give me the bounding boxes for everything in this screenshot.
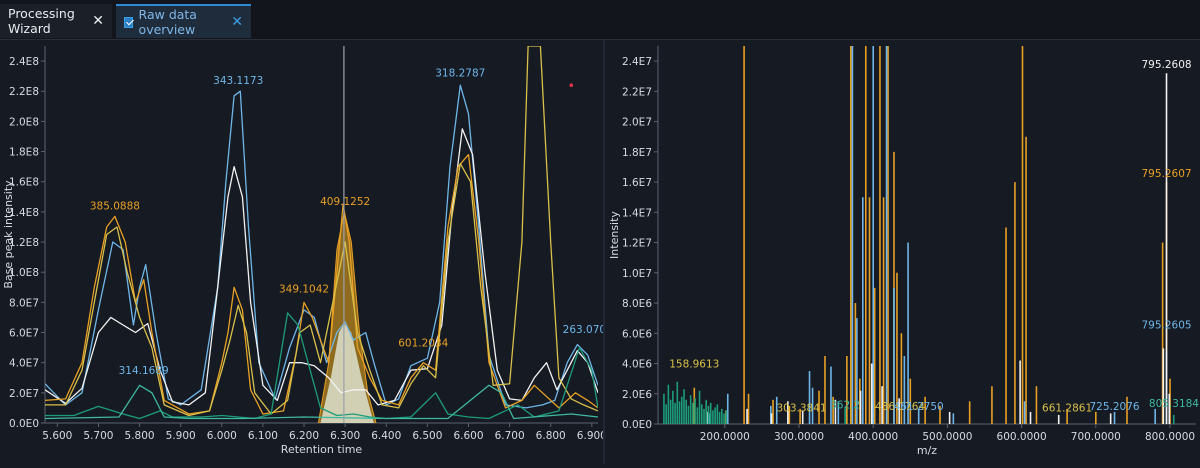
x-tick-label: 6.500 [412, 430, 442, 442]
close-icon[interactable]: ✕ [231, 14, 243, 30]
mz-label: 303.3841 [776, 402, 826, 414]
mz-label: 436.1764 [875, 401, 925, 413]
x-tick-label: 6.400 [371, 430, 401, 442]
x-axis-label: Retention time [281, 443, 363, 456]
y-tick-label: 1.6E7 [622, 177, 652, 189]
x-tick-label: 6.000 [207, 430, 237, 442]
x-tick-label: 5.600 [42, 430, 72, 442]
chromatogram-trace-teal [45, 312, 598, 420]
y-axis-label: Intensity [608, 211, 621, 259]
mass-spectrum-chart[interactable]: 0.0E0 2.0E6 4.0E6 6.0E6 8.0E6 1.0E7 1.2E7 1.4E7… [606, 40, 1200, 464]
close-icon[interactable]: ✕ [92, 13, 104, 29]
y-tick-label: 2.2E7 [622, 86, 652, 98]
tab-label: Raw data overview [138, 7, 197, 37]
peak-marker [569, 83, 574, 88]
y-tick-label: 1.0E8 [9, 267, 39, 279]
x-tick-label: 5.900 [166, 430, 196, 442]
checkbox-icon [124, 16, 133, 28]
y-tick-label: 4.0E7 [9, 358, 39, 370]
tab-raw-data-overview[interactable]: Raw data overview ✕ [116, 4, 251, 38]
y-axis-label: Base peak intensity [2, 180, 15, 289]
x-tick-label: 6.700 [495, 430, 525, 442]
chromatogram-trace-white [45, 128, 598, 406]
mz-label: 805.3184 [1149, 398, 1199, 410]
mz-label: 795.2605 [1141, 319, 1191, 331]
chromatogram-panel[interactable]: 0.0E0 2.0E7 4.0E7 6.0E7 8.0E7 1.0E8 1.2E8 1.4E8… [0, 40, 613, 464]
chromatogram-chart[interactable]: 0.0E0 2.0E7 4.0E7 6.0E7 8.0E7 1.0E8 1.2E8 1.4E8… [0, 40, 613, 464]
x-tick-label: 500.0000 [922, 431, 972, 443]
y-tick-label: 8.0E6 [622, 298, 652, 310]
y-tick-label: 1.6E8 [9, 177, 39, 189]
y-tick-label: 1.2E7 [622, 238, 652, 250]
y-tick-label: 8.0E7 [9, 297, 39, 309]
x-tick-label: 6.300 [330, 430, 360, 442]
peak-label: 385.0888 [90, 200, 140, 212]
y-tick-label: 2.4E8 [9, 56, 39, 68]
y-tick-label: 2.0E7 [622, 117, 652, 129]
y-tick-label: 1.4E8 [9, 207, 39, 219]
y-tick-label: 2.0E6 [622, 389, 652, 401]
peak-label: 349.1042 [279, 283, 329, 295]
x-tick-label: 6.200 [289, 430, 319, 442]
peak-label: 601.2034 [398, 338, 448, 350]
mz-label: 795.2607 [1141, 168, 1191, 180]
chromatogram-trace-blue [45, 84, 598, 409]
panel-divider[interactable] [603, 40, 605, 464]
x-tick-label: 200.0000 [700, 431, 750, 443]
spectrum-panel[interactable]: 0.0E0 2.0E6 4.0E6 6.0E6 8.0E6 1.0E7 1.2E7 1.4E7… [606, 40, 1200, 464]
y-tick-label: 1.2E8 [9, 237, 39, 249]
peak-label: 343.1173 [213, 75, 263, 87]
mz-label: 725.2076 [1089, 401, 1139, 413]
mz-label: 661.2861 [1042, 402, 1092, 414]
y-tick-label: 2.2E8 [9, 86, 39, 98]
mz-label: 795.2608 [1141, 59, 1191, 71]
x-tick-label: 800.0000 [1145, 431, 1195, 443]
peak-label: 314.1689 [119, 365, 169, 377]
x-tick-label: 5.700 [83, 430, 113, 442]
tab-label: Processing Wizard [8, 6, 75, 36]
x-tick-label: 600.0000 [997, 431, 1047, 443]
tab-bar: Processing Wizard ✕ Raw data overview ✕ [0, 0, 1200, 40]
chromatogram-trace-teal2 [45, 384, 598, 420]
y-tick-label: 2.0E7 [9, 388, 39, 400]
peak-label: 263.0702 [563, 324, 604, 336]
mz-label: 158.9613 [669, 359, 719, 371]
mz-label: 461.2750 [894, 401, 944, 413]
peak-label: 409.1252 [320, 196, 370, 208]
mz-label: 362.2 [830, 399, 860, 411]
x-tick-label: 700.0000 [1071, 431, 1121, 443]
y-tick-label: 0.0E0 [9, 418, 39, 430]
x-tick-label: 400.0000 [848, 431, 898, 443]
y-tick-label: 2.0E8 [9, 116, 39, 128]
selected-peak-inner-fill [320, 323, 374, 423]
y-tick-label: 6.0E6 [622, 328, 652, 340]
y-tick-label: 1.8E8 [9, 147, 39, 159]
x-tick-label: 300.0000 [774, 431, 824, 443]
y-tick-label: 1.8E7 [622, 147, 652, 159]
chromatogram-trace-yellow [45, 46, 598, 417]
tab-processing-wizard[interactable]: Processing Wizard ✕ [0, 4, 112, 38]
plot-area [663, 46, 1175, 424]
x-tick-label: 6.900 [577, 430, 604, 442]
x-tick-label: 6.600 [453, 430, 483, 442]
y-tick-label: 0.0E0 [622, 419, 652, 431]
x-tick-label: 6.100 [248, 430, 278, 442]
y-tick-label: 1.0E7 [622, 268, 652, 280]
x-tick-label: 6.800 [536, 430, 566, 442]
y-tick-label: 6.0E7 [9, 328, 39, 340]
y-tick-label: 2.4E7 [622, 56, 652, 68]
x-axis-label: m/z [917, 444, 937, 457]
y-tick-label: 4.0E6 [622, 359, 652, 371]
peak-label: 318.2787 [435, 68, 485, 80]
y-tick-label: 1.4E7 [622, 207, 652, 219]
x-tick-label: 5.800 [125, 430, 155, 442]
plot-area [45, 46, 598, 423]
